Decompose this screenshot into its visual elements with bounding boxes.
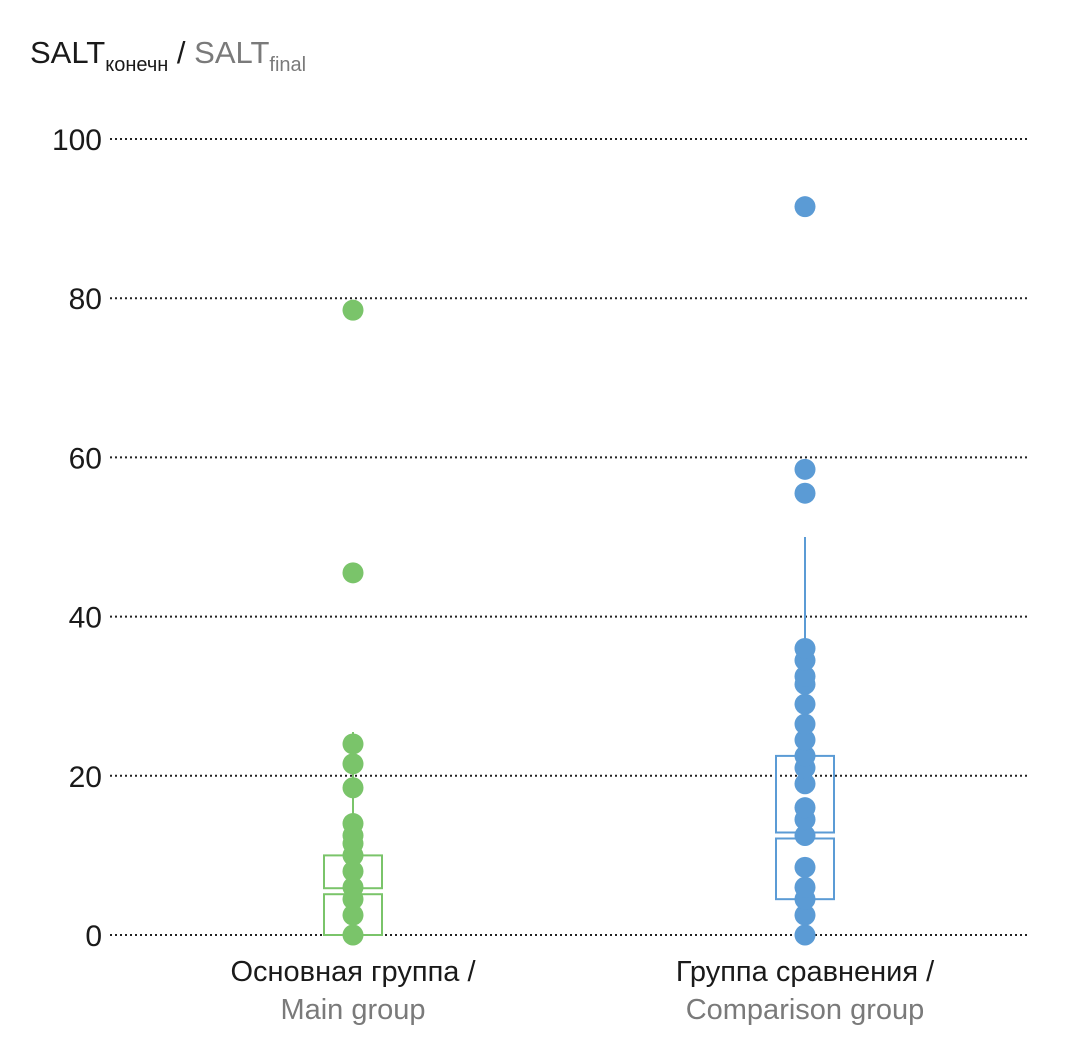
data-point xyxy=(794,729,816,751)
data-point xyxy=(342,777,364,799)
data-points xyxy=(342,196,816,946)
data-point xyxy=(794,482,816,504)
y-tick-labels: 0 20 40 60 80 100 xyxy=(52,124,102,953)
data-point xyxy=(342,924,364,946)
data-point xyxy=(794,693,816,715)
y-axis-title-secondary: SALT xyxy=(194,35,269,70)
category-labels: Основная группа / Main group Группа сравне… xyxy=(230,956,935,1026)
data-point xyxy=(342,753,364,775)
data-point xyxy=(342,562,364,584)
data-point xyxy=(794,797,816,819)
data-point xyxy=(794,745,816,767)
category-label-secondary: Main group xyxy=(280,994,425,1026)
category-label-secondary: Comparison group xyxy=(686,994,925,1026)
data-point xyxy=(794,196,816,218)
y-axis-title-separator: / xyxy=(168,35,194,70)
data-point xyxy=(342,733,364,755)
y-tick-label: 100 xyxy=(52,124,102,157)
gridlines xyxy=(110,138,1028,936)
y-axis-title-primary-sub: конечн xyxy=(105,54,168,76)
y-tick-label: 80 xyxy=(69,283,102,316)
boxplots xyxy=(323,537,835,936)
data-point xyxy=(794,637,816,659)
data-point xyxy=(794,904,816,926)
y-axis-title-secondary-sub: final xyxy=(269,54,306,76)
data-point xyxy=(794,458,816,480)
data-point xyxy=(342,299,364,321)
category-label-primary: Группа сравнения / xyxy=(676,956,935,988)
data-point xyxy=(794,713,816,735)
data-point xyxy=(342,860,364,882)
y-tick-label: 20 xyxy=(69,761,102,794)
data-point xyxy=(342,876,364,898)
data-point xyxy=(794,924,816,946)
data-point xyxy=(794,856,816,878)
data-point xyxy=(342,904,364,926)
data-point xyxy=(794,876,816,898)
category-label-primary: Основная группа / xyxy=(230,956,476,988)
y-tick-label: 0 xyxy=(85,920,102,953)
data-point xyxy=(794,773,816,795)
y-axis-title: SALTконечн / SALTfinal xyxy=(30,35,306,76)
data-point xyxy=(794,665,816,687)
y-tick-label: 40 xyxy=(69,602,102,635)
data-point xyxy=(342,813,364,835)
data-point xyxy=(794,825,816,846)
y-tick-label: 60 xyxy=(69,442,102,475)
y-axis-title-primary: SALT xyxy=(30,35,105,70)
